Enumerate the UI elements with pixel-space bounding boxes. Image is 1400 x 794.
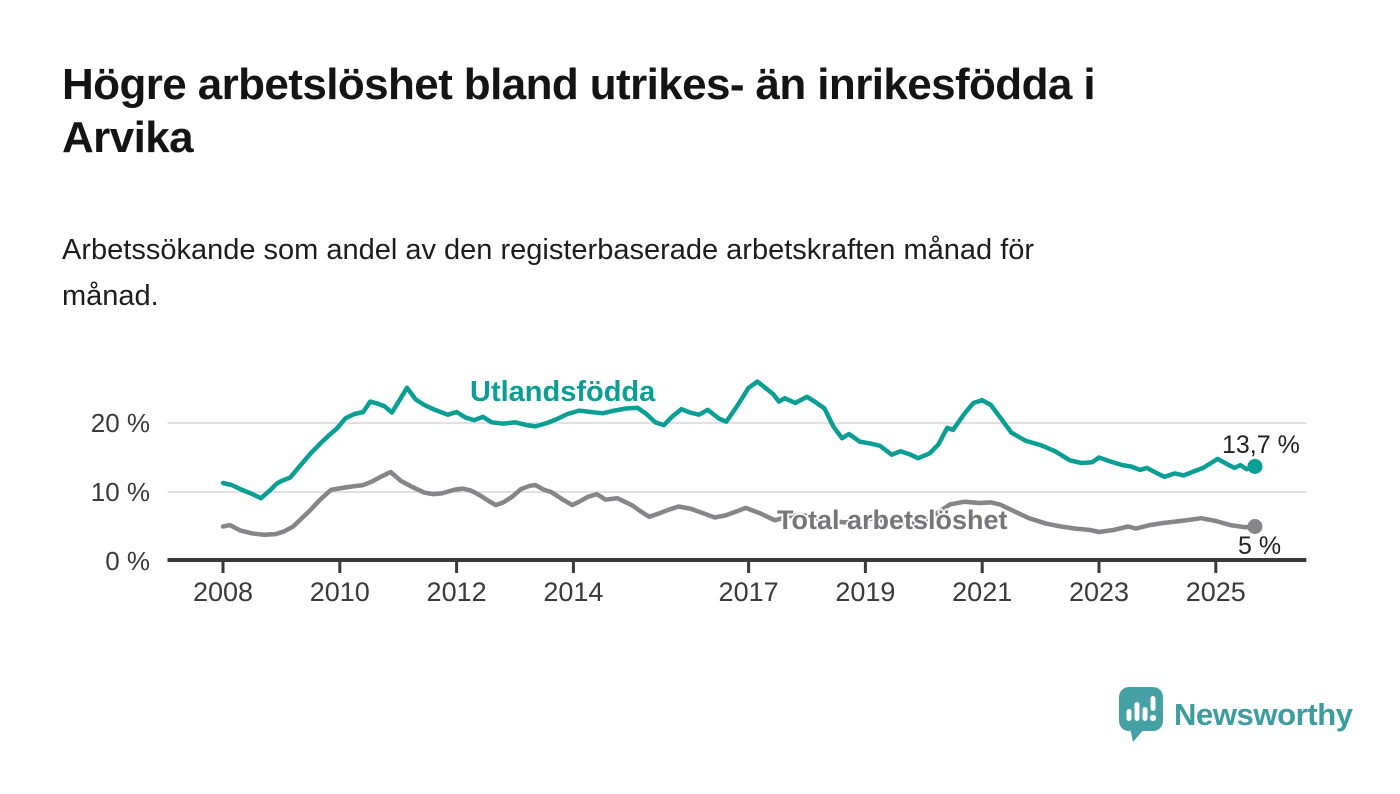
x-tick-label-2017: 2017 <box>719 577 779 607</box>
total-arbetsloshet-line <box>220 469 1258 538</box>
newsworthy-speech-bubble-chart-icon <box>1119 687 1163 742</box>
x-tick-label-2019: 2019 <box>835 577 895 607</box>
chart-title-line1: Högre arbetslöshet bland utrikes- än inr… <box>62 60 1096 109</box>
y-tick-label-20: 20 % <box>91 408 150 438</box>
newsworthy-brand-text: Newsworthy <box>1174 697 1353 732</box>
series-label-utlandsfodda: Utlandsfödda <box>470 376 656 408</box>
total-arbetsloshet-end-dot <box>1247 519 1263 534</box>
chart-title-line2: Arvika <box>62 113 194 162</box>
newsworthy-logo: Newsworthy <box>1118 686 1353 744</box>
chart-subtitle-line2: månad. <box>62 280 159 312</box>
x-tick-label-2025: 2025 <box>1186 577 1246 607</box>
chart-subtitle-line1: Arbetssökande som andel av den registerb… <box>62 234 1035 266</box>
utlandsfodda-line <box>220 379 1258 501</box>
chart-subtitle: Arbetssökande som andel av den registerb… <box>62 227 1332 319</box>
end-value-label-total: 5 % <box>1238 532 1282 560</box>
utlandsfodda-end-dot <box>1247 458 1263 474</box>
x-tick-label-2023: 2023 <box>1069 577 1129 607</box>
y-tick-label-0: 0 % <box>105 546 150 576</box>
x-tick-label-2012: 2012 <box>427 577 487 607</box>
chart-title: Högre arbetslöshet bland utrikes- än inr… <box>62 58 1332 164</box>
x-tick-label-2010: 2010 <box>310 577 370 607</box>
x-tick-label-2014: 2014 <box>543 577 603 607</box>
series-label-total-arbetsloshet: Total arbetslöshet <box>777 505 1008 535</box>
x-tick-label-2021: 2021 <box>952 577 1012 607</box>
end-value-label-utlandsfodda: 13,7 % <box>1222 431 1300 459</box>
x-tick-label-2008: 2008 <box>193 577 253 607</box>
y-tick-label-10: 10 % <box>91 477 150 507</box>
